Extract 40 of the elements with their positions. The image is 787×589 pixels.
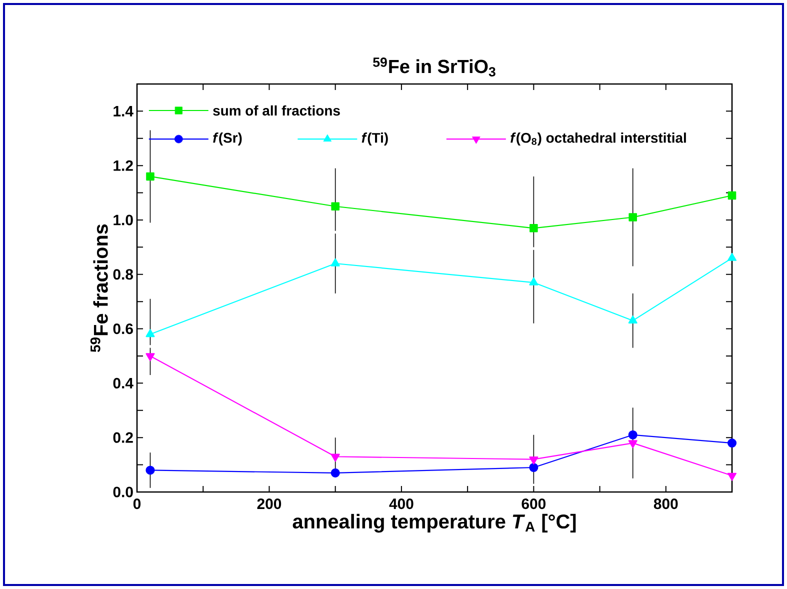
y-tick-label: 0.0 — [113, 486, 133, 498]
y-tick-label: 1.2 — [114, 160, 133, 171]
y-axis-title: $^{59}$Fe fractions — [90, 224, 108, 352]
point — [146, 172, 154, 181]
point — [146, 329, 155, 338]
legend-label: f(O$_{8}$) octahedral interstitial — [510, 132, 686, 146]
point — [727, 472, 737, 481]
x-tick-label: 800 — [654, 498, 678, 510]
point — [146, 353, 155, 362]
y-tick-label: 1.4 — [114, 106, 134, 116]
chart-title: $^{59}$Fe in SrTiO$_{3}$ — [373, 58, 496, 76]
legend-label: f(Sr) — [213, 132, 242, 146]
point — [628, 430, 638, 440]
x-tick-label: 400 — [389, 498, 414, 510]
point — [146, 466, 155, 475]
point — [628, 440, 638, 448]
y-tick-label: 0.4 — [113, 378, 134, 388]
point — [529, 277, 538, 286]
point — [728, 191, 736, 200]
x-tick-label: 600 — [522, 498, 546, 510]
point — [331, 202, 340, 211]
legend-label: sum of all fractions — [213, 105, 340, 116]
y-tick-label: 0.6 — [113, 323, 133, 334]
point — [330, 258, 340, 266]
legend-label: f(Ti) — [362, 132, 388, 146]
point — [330, 468, 340, 478]
point — [530, 224, 538, 232]
point — [529, 462, 538, 472]
point — [628, 213, 637, 222]
x-tick-label: 200 — [257, 498, 282, 510]
x-axis-title: annealing temperature T$_{A}$ [°C] — [292, 514, 576, 533]
y-tick-label: 1.0 — [114, 214, 133, 226]
point — [529, 456, 538, 464]
point — [628, 315, 638, 324]
y-tick-label: 0.8 — [113, 269, 134, 280]
x-tick-label: 0 — [133, 498, 141, 510]
point — [727, 438, 737, 448]
y-tick-label: 0.2 — [113, 432, 133, 443]
point — [330, 454, 340, 462]
point — [727, 252, 737, 261]
